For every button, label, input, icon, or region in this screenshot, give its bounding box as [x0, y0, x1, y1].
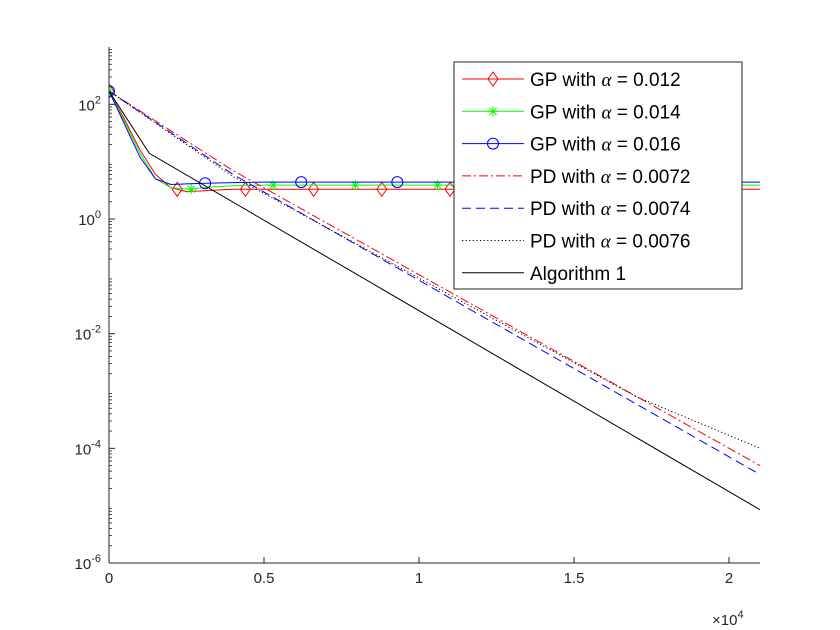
legend-entry-1: GP with α = 0.012: [462, 70, 681, 91]
x-tick-label: 0.5: [254, 570, 275, 587]
series-line-6: [109, 90, 760, 449]
series-3-marker-4: [391, 176, 404, 189]
series-line-7: [109, 90, 760, 511]
series-line-3: [109, 90, 760, 185]
legend-marker: [487, 137, 499, 150]
series-line-4: [109, 90, 760, 467]
series-layer: [109, 83, 760, 511]
legend: GP with α = 0.012 GP with α = 0.014 GP wit…: [453, 61, 743, 290]
series-3-marker-3: [295, 176, 308, 189]
legend-label: PD with α = 0.0072: [530, 167, 691, 188]
legend-label: Algorithm 1: [530, 264, 626, 285]
axes-layer: 0 0.5 1 1.5 2 10-6 10-4 10-2 100 102 ×104: [75, 47, 760, 629]
x-exponent-label: ×104: [712, 609, 744, 629]
legend-marker: [488, 106, 498, 117]
series-2-marker-4: [350, 180, 361, 191]
series-1: [109, 83, 760, 198]
series-3: [109, 85, 760, 190]
series-3-marker-1: [109, 85, 115, 98]
series-2: [109, 86, 760, 195]
x-tick-label: 1: [415, 570, 423, 587]
y-tick-label: 100: [78, 209, 101, 229]
y-tick-label: 10-4: [75, 438, 101, 458]
x-tick-label: 2: [725, 570, 733, 587]
series-2-marker-3: [268, 180, 279, 191]
series-7: [109, 90, 760, 511]
legend-label: GP with α = 0.012: [530, 70, 681, 91]
legend-entry-4: PD with α = 0.0072: [462, 167, 691, 188]
legend-entry-3: GP with α = 0.016: [462, 135, 681, 156]
legend-entry-7: Algorithm 1: [462, 264, 626, 285]
series-line-5: [109, 90, 760, 475]
series-5: [109, 90, 760, 475]
y-tick-label: 10-6: [75, 553, 101, 573]
series-1-marker-2: [171, 181, 183, 198]
y-tick-label: 10-2: [75, 324, 101, 344]
series-4: [109, 90, 760, 467]
series-1-marker-1: [109, 83, 115, 99]
legend-label: PD with α = 0.0074: [530, 199, 691, 220]
legend-marker: [487, 71, 499, 87]
series-1-marker-6: [444, 181, 456, 198]
legend-label: GP with α = 0.016: [530, 135, 681, 156]
series-1-marker-3: [239, 181, 252, 198]
series-2-marker-5: [432, 180, 443, 191]
x-tick-label: 1.5: [564, 570, 585, 587]
series-3-marker-2: [199, 177, 212, 190]
y-tick-label: 102: [78, 94, 101, 114]
legend-label: PD with α = 0.0076: [530, 232, 691, 253]
legend-entry-5: PD with α = 0.0074: [462, 199, 691, 220]
legend-entry-6: PD with α = 0.0076: [462, 232, 691, 253]
series-6: [109, 90, 760, 449]
legend-label: GP with α = 0.014: [530, 102, 681, 123]
legend-entry-2: GP with α = 0.014: [462, 102, 681, 123]
series-line-1: [109, 90, 760, 193]
series-2-marker-2: [186, 184, 197, 195]
x-tick-label: 0: [105, 570, 113, 587]
series-1-marker-5: [376, 181, 388, 198]
series-line-2: [109, 90, 760, 190]
series-1-marker-4: [307, 181, 320, 198]
